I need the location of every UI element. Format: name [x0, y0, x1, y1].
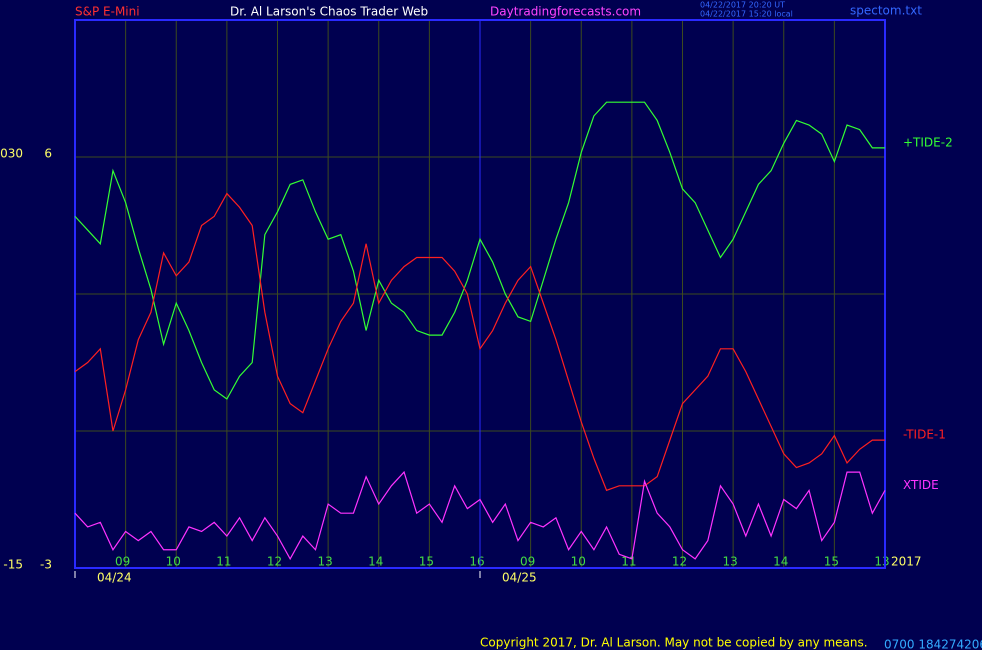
legend-label: XTIDE: [903, 478, 939, 492]
day-label: 04/25: [502, 571, 537, 585]
x-tick-label: 09: [520, 555, 535, 569]
legend-label: +TIDE-2: [903, 135, 953, 149]
legend-label: -TIDE-1: [903, 428, 946, 442]
website: Daytradingforecasts.com: [490, 5, 641, 19]
x-tick-label: 15: [419, 555, 434, 569]
x-tick-label: 11: [621, 555, 636, 569]
x-tick-label: 13: [722, 555, 737, 569]
x-tick-label: 12: [672, 555, 687, 569]
x-tick-label: 14: [368, 555, 383, 569]
timestamp: 04/22/2017 20:20 UT: [700, 1, 785, 10]
y2-tick-label: 030: [0, 147, 23, 161]
x-tick-label: 15: [824, 555, 839, 569]
instrument: S&P E-Mini: [75, 5, 140, 19]
x-tick-label: 12: [267, 555, 282, 569]
series-line: [74, 192, 885, 492]
chart-title: Dr. Al Larson's Chaos Trader Web: [230, 5, 428, 19]
x-tick-label: 13: [317, 555, 332, 569]
y2-tick-label: -15: [3, 558, 23, 572]
plot-border: [74, 19, 886, 569]
series-line: [74, 470, 886, 561]
timestamp: 04/22/2017 15:20 local: [700, 10, 793, 19]
x-tick-label: 13: [874, 555, 889, 569]
x-tick-label: 16: [469, 555, 484, 569]
x-tick-label: 11: [216, 555, 231, 569]
x-tick-label: 09: [115, 555, 130, 569]
filename: spectom.txt: [850, 4, 922, 18]
day-label: 04/24: [97, 571, 132, 585]
x-tick-label: 10: [571, 555, 586, 569]
series-line: [74, 101, 885, 400]
x-tick-label: 14: [773, 555, 788, 569]
year-label: 2017: [891, 555, 922, 569]
copyright: Copyright 2017, Dr. Al Larson. May not b…: [480, 636, 868, 650]
x-tick-label: 10: [166, 555, 181, 569]
y-tick-label: -3: [40, 558, 52, 572]
y-tick-label: 6: [44, 147, 52, 161]
footer-code: 0700 1842742065: [884, 638, 982, 650]
